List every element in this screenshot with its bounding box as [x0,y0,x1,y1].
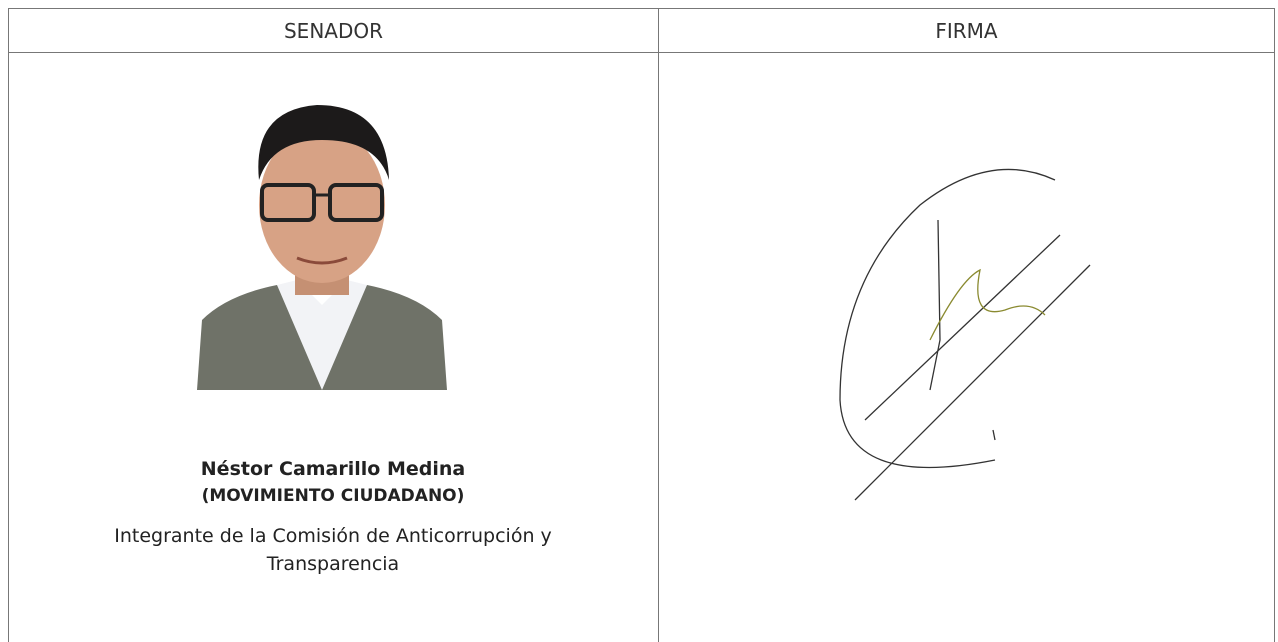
signature [839,168,1091,501]
senator-role: Integrante de la Comisión de Anticorrupc… [114,525,552,575]
glasses [328,183,384,222]
face [259,127,385,283]
signature-stroke [929,219,941,391]
senator-party: (MOVIMIENTO CIUDADANO) [201,486,465,506]
signature-stroke [864,234,1061,421]
signature-stroke [854,264,1091,501]
glasses [260,183,316,222]
signature-stroke [839,168,1056,469]
hair [258,105,389,180]
photo [197,90,447,390]
signature-stroke [992,429,996,441]
body-cell [658,52,1275,642]
header-text: SENADOR [283,18,383,43]
header-text: FIRMA [935,18,998,43]
header-cell: FIRMA [658,8,1275,53]
shirt [277,280,367,390]
signature-stroke [929,268,1046,341]
senator-name: Néstor Camarillo Medina [200,458,466,480]
header-cell: SENADOR [8,8,659,53]
mouth [296,256,348,265]
